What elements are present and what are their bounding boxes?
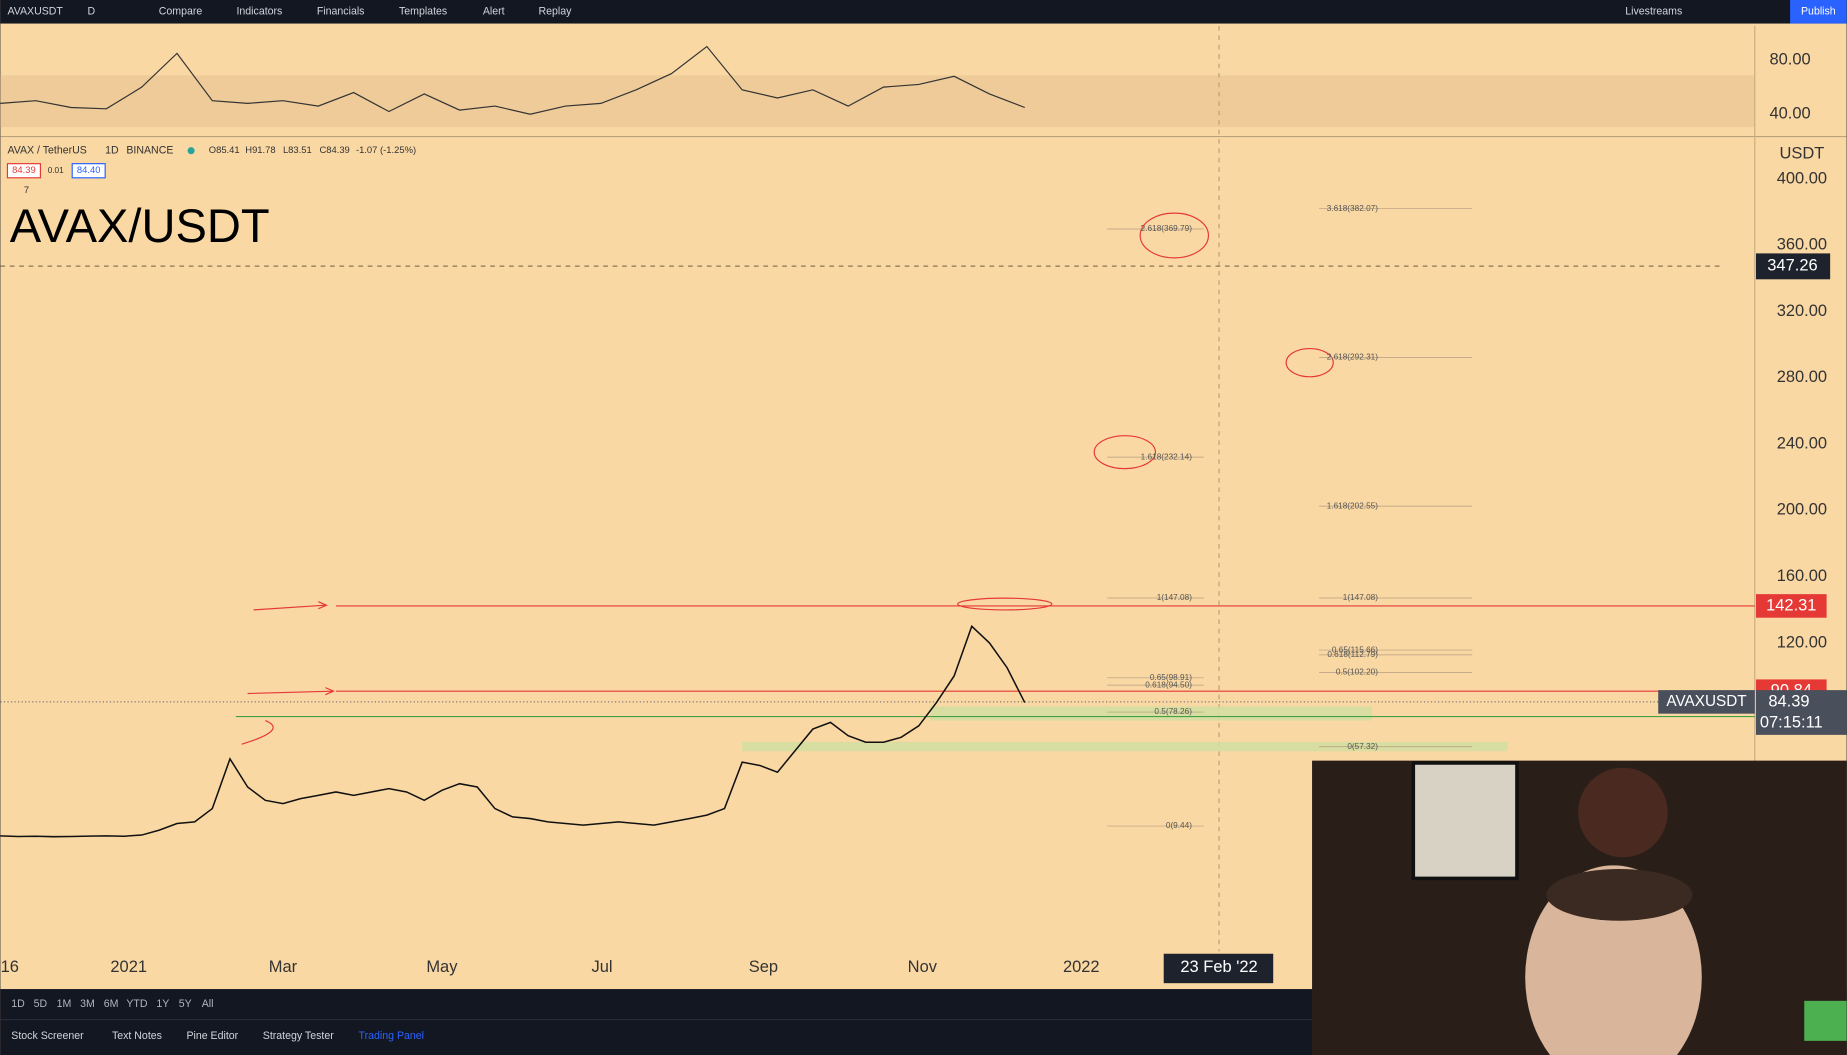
publish-button[interactable] xyxy=(1790,0,1847,24)
webcam-frame xyxy=(1411,761,1519,881)
ask[interactable]: 84.40 xyxy=(77,164,101,175)
indicator-count[interactable]: 7 xyxy=(24,184,29,195)
toolbar-item[interactable]: Templates xyxy=(399,6,447,18)
range-button[interactable]: 5D xyxy=(34,998,48,1010)
range-button[interactable]: 6M xyxy=(104,998,119,1010)
toolbar-item[interactable]: Replay xyxy=(538,6,572,18)
x-tick-label: 2021 xyxy=(110,958,147,976)
legend-change: -1.07 (-1.25%) xyxy=(356,144,416,155)
bottom-tab[interactable]: Trading Panel xyxy=(359,1030,424,1042)
webcam-object xyxy=(1578,767,1668,858)
x-tick-label: Jul xyxy=(592,958,613,976)
symbol-tag: AVAXUSDT xyxy=(1666,693,1746,710)
fib-label: 3.618(382.07) xyxy=(1327,204,1379,213)
range-button[interactable]: 3M xyxy=(80,998,95,1010)
range-button[interactable]: 1D xyxy=(11,998,25,1010)
symbol[interactable]: AVAXUSDT xyxy=(7,6,63,18)
ask-box[interactable] xyxy=(71,163,106,179)
rsi-band xyxy=(0,75,1755,128)
support-zone xyxy=(930,706,1373,721)
fib-label: 0.5(78.26) xyxy=(1154,707,1192,716)
legend-close: C84.39 xyxy=(319,144,349,155)
bottom-tab[interactable]: Stock Screener xyxy=(11,1030,84,1042)
bottom-tab[interactable]: Pine Editor xyxy=(186,1030,238,1042)
crosshair-date: 23 Feb '22 xyxy=(1180,958,1257,976)
x-tick-label: 2022 xyxy=(1063,958,1100,976)
spread: 0.01 xyxy=(48,166,64,175)
bottom-tab[interactable]: Strategy Tester xyxy=(263,1030,334,1042)
y-tick-label: 400.00 xyxy=(1777,169,1827,187)
legend-open: O85.41 xyxy=(209,144,240,155)
crosshair-price-box xyxy=(1755,253,1831,280)
rsi-tick-label: 40.00 xyxy=(1769,105,1810,123)
range-button[interactable]: 1M xyxy=(57,998,72,1010)
bid[interactable]: 84.39 xyxy=(12,164,36,175)
fib-label: 1(147.08) xyxy=(1157,593,1193,602)
x-tick-label: Sep xyxy=(749,958,778,976)
livestreams[interactable]: Livestreams xyxy=(1625,6,1682,18)
x-tick-label: 16 xyxy=(1,958,19,976)
fib-label: 1(147.08) xyxy=(1343,593,1379,602)
legend-low: L83.51 xyxy=(283,144,312,155)
symbol-tag-box xyxy=(1658,690,1755,714)
y-tick-label: 320.00 xyxy=(1777,302,1827,320)
fib-label: 0(9.44) xyxy=(1166,821,1192,830)
fib-label: 0.618(112.79) xyxy=(1327,650,1378,659)
y-tick-label: 240.00 xyxy=(1777,434,1827,452)
interval[interactable]: D xyxy=(88,6,96,18)
subscribe[interactable] xyxy=(1804,1000,1847,1041)
range-button[interactable]: 5Y xyxy=(179,998,192,1010)
chart-title: AVAX/USDT xyxy=(10,199,270,252)
webcam-hair xyxy=(1546,868,1693,921)
range-button[interactable]: 1Y xyxy=(156,998,169,1010)
legend-interval: 1D xyxy=(105,145,119,157)
y-tick-label: 160.00 xyxy=(1777,567,1827,585)
support-zone xyxy=(742,741,1508,752)
countdown: 07:15:11 xyxy=(1760,713,1823,731)
y-tick-label: 120.00 xyxy=(1777,633,1827,651)
x-tick-label: May xyxy=(426,958,458,976)
level-label: 142.31 xyxy=(1766,596,1816,614)
toolbar-item[interactable]: Alert xyxy=(483,6,505,18)
fib-label: 0.618(94.50) xyxy=(1145,680,1192,689)
rsi-tick-label: 80.00 xyxy=(1769,50,1810,68)
annotations xyxy=(241,212,1334,745)
range-button[interactable]: YTD xyxy=(126,998,148,1010)
fib-label: 2.618(369.79) xyxy=(1141,224,1193,233)
fib-label: 1.618(202.55) xyxy=(1327,501,1379,510)
toolbar-item[interactable]: Compare xyxy=(159,6,203,18)
toolbar-item[interactable]: Indicators xyxy=(236,6,282,18)
legend-name: AVAX / TetherUS xyxy=(7,145,86,157)
crosshair-price: 347.26 xyxy=(1767,257,1817,275)
fib-label: 2.618(292.31) xyxy=(1327,353,1379,362)
fib-label: 0(57.32) xyxy=(1347,742,1378,751)
y-tick-label: 280.00 xyxy=(1777,368,1827,386)
fib-label: 0.5(102.20) xyxy=(1336,668,1378,677)
bottom-tab[interactable]: Text Notes xyxy=(112,1030,162,1042)
fib-label: 0.65(98.91) xyxy=(1150,673,1192,682)
last-price: 84.39 xyxy=(1768,692,1809,710)
legend-exchange: BINANCE xyxy=(126,145,173,157)
y-tick-label: 200.00 xyxy=(1777,501,1827,519)
y-tick-label: 360.00 xyxy=(1777,236,1827,254)
rsi-line xyxy=(0,45,1025,115)
x-tick-label: Mar xyxy=(269,958,298,976)
level-label-box xyxy=(1755,594,1827,618)
toolbar-item[interactable]: Financials xyxy=(317,6,365,18)
publish[interactable]: Publish xyxy=(1801,6,1836,18)
status-dot xyxy=(187,147,195,155)
last-price-box xyxy=(1755,690,1847,735)
legend-high: H91.78 xyxy=(245,144,275,155)
currency: USDT xyxy=(1779,145,1824,163)
crosshair-date-box xyxy=(1163,953,1274,984)
fib-label: 1.618(232.14) xyxy=(1141,452,1193,461)
price-line xyxy=(0,624,1026,838)
toolbar xyxy=(0,0,1847,24)
bid-box[interactable] xyxy=(6,163,41,179)
fib-label: 0.65(115.66) xyxy=(1332,645,1378,654)
range-button[interactable]: All xyxy=(202,998,214,1010)
x-tick-label: Nov xyxy=(908,958,938,976)
